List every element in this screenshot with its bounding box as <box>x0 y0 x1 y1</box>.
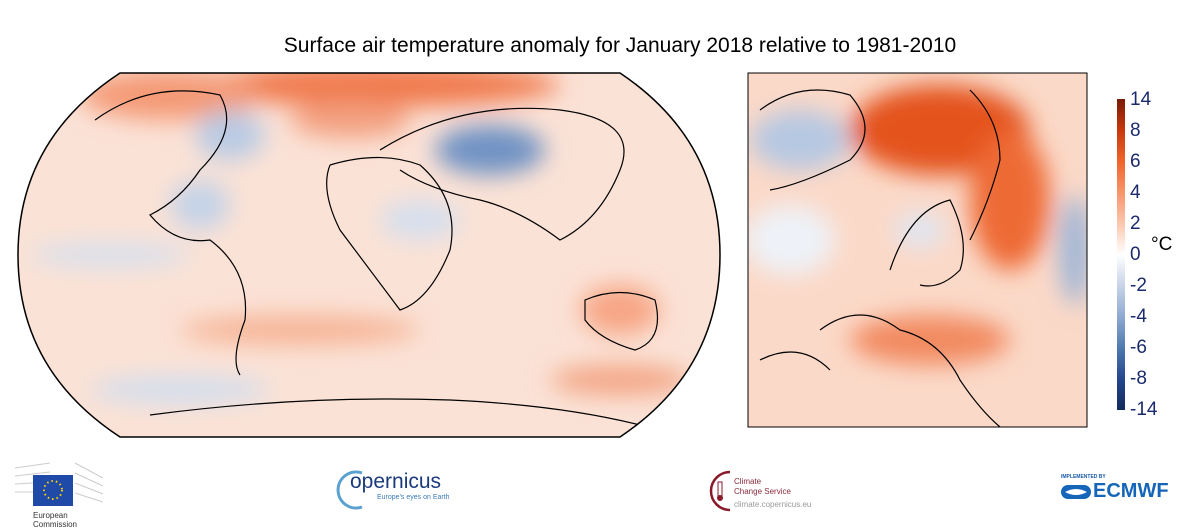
colorbar-tick: 2 <box>1130 213 1141 234</box>
copernicus-logo: opernicus Europe's eyes on Earth <box>336 470 450 510</box>
colorbar-tick: -14 <box>1130 399 1158 420</box>
thermometer-cloud-icon <box>709 470 731 512</box>
ec-line2: Commission <box>33 520 78 529</box>
european-commission-logo: European Commission <box>14 458 105 529</box>
colorbar-tick: 0 <box>1130 244 1141 265</box>
europe-map-border <box>747 72 1088 428</box>
copernicus-arc-icon <box>336 470 363 510</box>
copernicus-name: opernicus <box>350 470 442 493</box>
c3s-url[interactable]: climate.copernicus.eu <box>734 500 812 509</box>
ec-building-icon <box>14 462 104 506</box>
colorbar-tick: -8 <box>1130 368 1147 389</box>
colorbar-tick: -4 <box>1130 306 1147 327</box>
colorbar-tick: -6 <box>1130 337 1147 358</box>
colorbar-tick: 14 <box>1130 89 1152 110</box>
ecmwf-pre: IMPLEMENTED BY <box>1061 474 1106 480</box>
global-map <box>18 73 720 437</box>
copernicus-tagline: Europe's eyes on Earth <box>377 494 450 501</box>
global-map-border <box>17 72 721 438</box>
colorbar <box>1117 99 1125 410</box>
c3s-logo: Climate Change Service climate.copernicu… <box>702 468 812 512</box>
c3s-line2: Change Service <box>734 487 791 496</box>
coastlines <box>94 90 659 426</box>
colorbar-tick: -2 <box>1130 275 1147 296</box>
colorbar-unit: °C <box>1151 234 1173 255</box>
c3s-line1: Climate <box>734 477 762 486</box>
colorbar-tick: 8 <box>1130 120 1141 141</box>
ecmwf-name: ECMWF <box>1093 480 1169 502</box>
colorbar-tick: 4 <box>1130 182 1141 203</box>
ecmwf-wave-icon <box>1061 484 1091 499</box>
colorbar-tick: 6 <box>1130 151 1141 172</box>
europe-coastlines <box>759 89 1001 427</box>
ec-line1: European <box>33 511 68 520</box>
ecmwf-logo: IMPLEMENTED BY ECMWF <box>1061 474 1169 503</box>
europe-map <box>748 73 1087 427</box>
figure-title: Surface air temperature anomaly for Janu… <box>283 34 957 57</box>
